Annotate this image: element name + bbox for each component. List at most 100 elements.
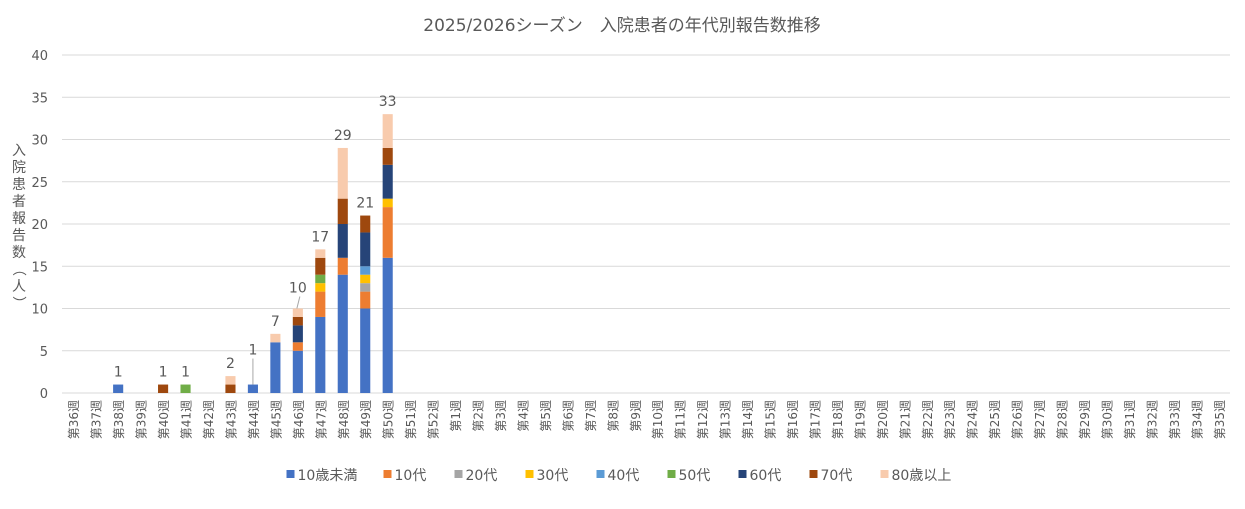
bar-segment: [360, 274, 371, 284]
x-tick-label: 第20週: [876, 400, 890, 439]
data-label: 7: [271, 314, 280, 330]
y-tick-label: 15: [31, 260, 48, 275]
x-tick-label: 第33週: [1168, 400, 1182, 439]
x-tick-label: 第47週: [314, 400, 328, 439]
x-tick-label: 第1週: [449, 400, 463, 432]
legend-swatch: [286, 470, 295, 478]
x-tick-label: 第12週: [696, 400, 710, 439]
legend-label: 50代: [679, 468, 711, 484]
x-tick-label: 第49週: [359, 400, 373, 439]
x-tick-label: 第16週: [786, 400, 800, 439]
legend-item: 40代: [596, 468, 639, 484]
legend-swatch: [454, 470, 463, 478]
x-tick-label: 第38週: [112, 400, 126, 439]
y-tick-label: 35: [31, 91, 48, 106]
y-axis-label-char: 数: [12, 245, 26, 261]
x-tick-label: 第29週: [1078, 400, 1092, 439]
x-tick-label: 第2週: [472, 400, 486, 432]
legend-item: 10代: [383, 468, 427, 484]
legend-label: 10歳未満: [298, 468, 358, 484]
bar-segment: [360, 232, 371, 267]
y-tick-label: 5: [40, 345, 48, 360]
x-tick-label: 第37週: [90, 400, 104, 439]
x-tick-label: 第44週: [247, 400, 261, 439]
y-axis-label-char: 患: [12, 177, 26, 193]
x-tick-label: 第19週: [853, 400, 867, 439]
x-tick-label: 第17週: [808, 400, 822, 439]
x-tick-label: 第27週: [1033, 400, 1047, 439]
y-tick-label: 25: [31, 176, 48, 191]
data-label: 21: [356, 196, 374, 212]
x-tick-label: 第3週: [494, 400, 508, 432]
x-tick-label: 第4週: [516, 400, 530, 432]
bar-segment: [360, 308, 371, 393]
bar-segment: [337, 224, 348, 258]
legend-label: 30代: [537, 468, 569, 484]
legend-swatch: [880, 470, 889, 478]
y-axis-label-char: 報: [12, 211, 26, 227]
legend-swatch: [809, 470, 818, 478]
bar-segment: [292, 308, 303, 317]
bar-segment: [337, 274, 348, 393]
data-label: 10: [289, 281, 307, 297]
bar-segment: [315, 257, 326, 275]
legend-item: 10歳未満: [286, 468, 358, 484]
bar-segment: [382, 198, 393, 208]
x-tick-label: 第24週: [966, 400, 980, 439]
bar-segment: [270, 342, 281, 393]
y-tick-label: 40: [31, 49, 48, 64]
chart-title: 2025/2026シーズン 入院患者の年代別報告数推移: [423, 16, 820, 36]
bar-segment: [292, 350, 303, 393]
x-tick-label: 第23週: [943, 400, 957, 439]
x-tick-label: 第45週: [269, 400, 283, 439]
data-label: 1: [159, 365, 168, 381]
bar-segment: [247, 384, 258, 393]
bar-segment: [292, 325, 303, 343]
bar-segment: [225, 376, 236, 385]
y-tick-label: 10: [31, 303, 48, 318]
bar-segment: [315, 283, 326, 292]
bar-segment: [337, 257, 348, 275]
x-tick-label: 第25週: [988, 400, 1002, 439]
data-label: 33: [379, 94, 397, 110]
legend-label: 10代: [395, 468, 427, 484]
bar-segment: [225, 384, 236, 393]
x-tick-label: 第32週: [1145, 400, 1159, 439]
y-axis-label-char: ）: [10, 296, 26, 310]
x-tick-label: 第31週: [1123, 400, 1137, 439]
legend-item: 60代: [738, 468, 781, 484]
legend-item: 20代: [454, 468, 498, 484]
x-tick-label: 第8週: [606, 400, 620, 432]
x-tick-label: 第39週: [135, 400, 149, 439]
y-axis-label-char: 入: [12, 143, 26, 159]
x-tick-label: 第26週: [1011, 400, 1025, 439]
legend-label: 20代: [466, 468, 498, 484]
x-tick-label: 第5週: [539, 400, 553, 432]
legend-item: 80歳以上: [880, 468, 951, 484]
x-tick-label: 第48週: [337, 400, 351, 439]
x-tick-label: 第18週: [831, 400, 845, 439]
x-tick-label: 第43週: [224, 400, 238, 439]
legend-swatch: [667, 470, 676, 478]
leader-line: [296, 296, 301, 309]
bar-segment: [315, 316, 326, 393]
bar-segment: [292, 342, 303, 351]
x-tick-label: 第14週: [741, 400, 755, 439]
legend-item: 70代: [809, 468, 853, 484]
x-tick-label: 第13週: [719, 400, 733, 439]
y-axis-label-char: 者: [12, 194, 26, 210]
x-tick-label: 第34週: [1190, 400, 1204, 439]
x-tick-label: 第40週: [157, 400, 171, 439]
y-tick-label: 30: [31, 134, 48, 149]
bar-segment: [270, 333, 281, 343]
x-tick-label: 第21週: [898, 400, 912, 439]
y-axis-label-char: （: [10, 262, 26, 276]
legend-swatch: [738, 470, 747, 478]
x-tick-label: 第36週: [67, 400, 81, 439]
bar-segment: [382, 257, 393, 393]
legend-label: 70代: [821, 468, 853, 484]
bar-segment: [382, 207, 393, 258]
bar-segment: [292, 316, 303, 326]
